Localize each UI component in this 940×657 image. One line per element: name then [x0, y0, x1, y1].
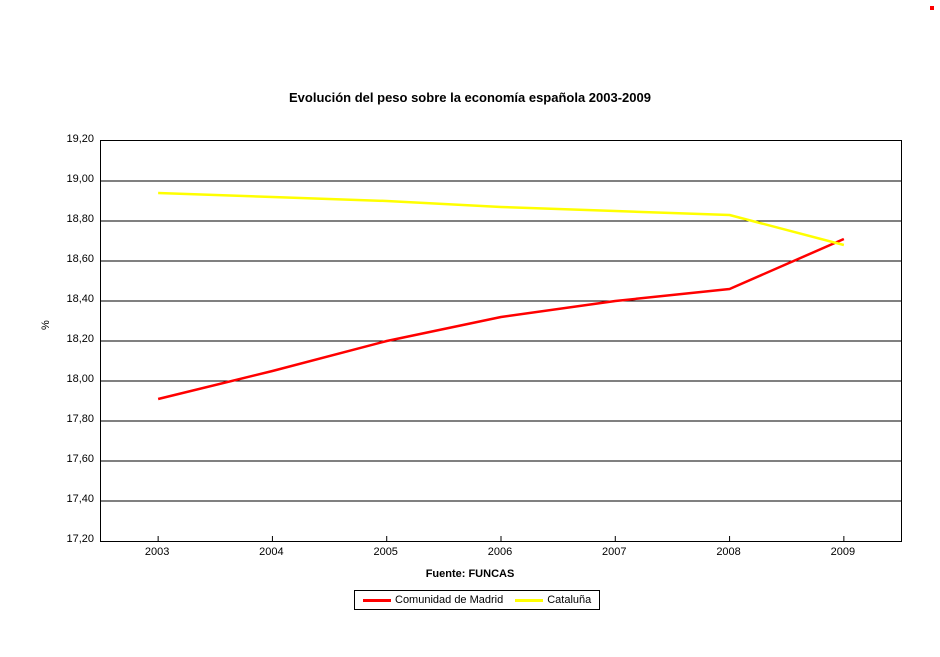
x-tick-label: 2005	[356, 546, 416, 558]
y-tick-label: 17,40	[54, 493, 94, 505]
legend-swatch-cataluna	[515, 599, 543, 602]
legend-item-madrid: Comunidad de Madrid	[363, 594, 503, 606]
x-tick-label: 2009	[813, 546, 873, 558]
source-label: Fuente: FUNCAS	[0, 568, 940, 580]
y-tick-label: 17,60	[54, 453, 94, 465]
y-tick-label: 18,60	[54, 253, 94, 265]
x-tick-label: 2008	[699, 546, 759, 558]
series-line	[158, 239, 844, 399]
legend: Comunidad de Madrid Cataluña	[354, 590, 600, 610]
x-tick-label: 2006	[470, 546, 530, 558]
y-tick-label: 18,40	[54, 293, 94, 305]
y-tick-label: 18,80	[54, 213, 94, 225]
x-tick-label: 2004	[241, 546, 301, 558]
legend-item-cataluna: Cataluña	[515, 594, 591, 606]
page-root: Evolución del peso sobre la economía esp…	[0, 0, 940, 657]
x-tick-label: 2007	[584, 546, 644, 558]
x-tick-label: 2003	[127, 546, 187, 558]
legend-label-cataluna: Cataluña	[547, 594, 591, 606]
y-tick-label: 18,20	[54, 333, 94, 345]
chart-svg	[101, 141, 901, 541]
y-tick-label: 18,00	[54, 373, 94, 385]
legend-swatch-madrid	[363, 599, 391, 602]
legend-label-madrid: Comunidad de Madrid	[395, 594, 503, 606]
chart-title: Evolución del peso sobre la economía esp…	[0, 90, 940, 105]
y-tick-label: 19,20	[54, 133, 94, 145]
y-axis-label: %	[40, 320, 52, 330]
page-marker-dot	[930, 6, 934, 10]
series-line	[158, 193, 844, 245]
y-tick-label: 17,20	[54, 533, 94, 545]
y-tick-label: 19,00	[54, 173, 94, 185]
y-tick-label: 17,80	[54, 413, 94, 425]
plot-area	[100, 140, 902, 542]
